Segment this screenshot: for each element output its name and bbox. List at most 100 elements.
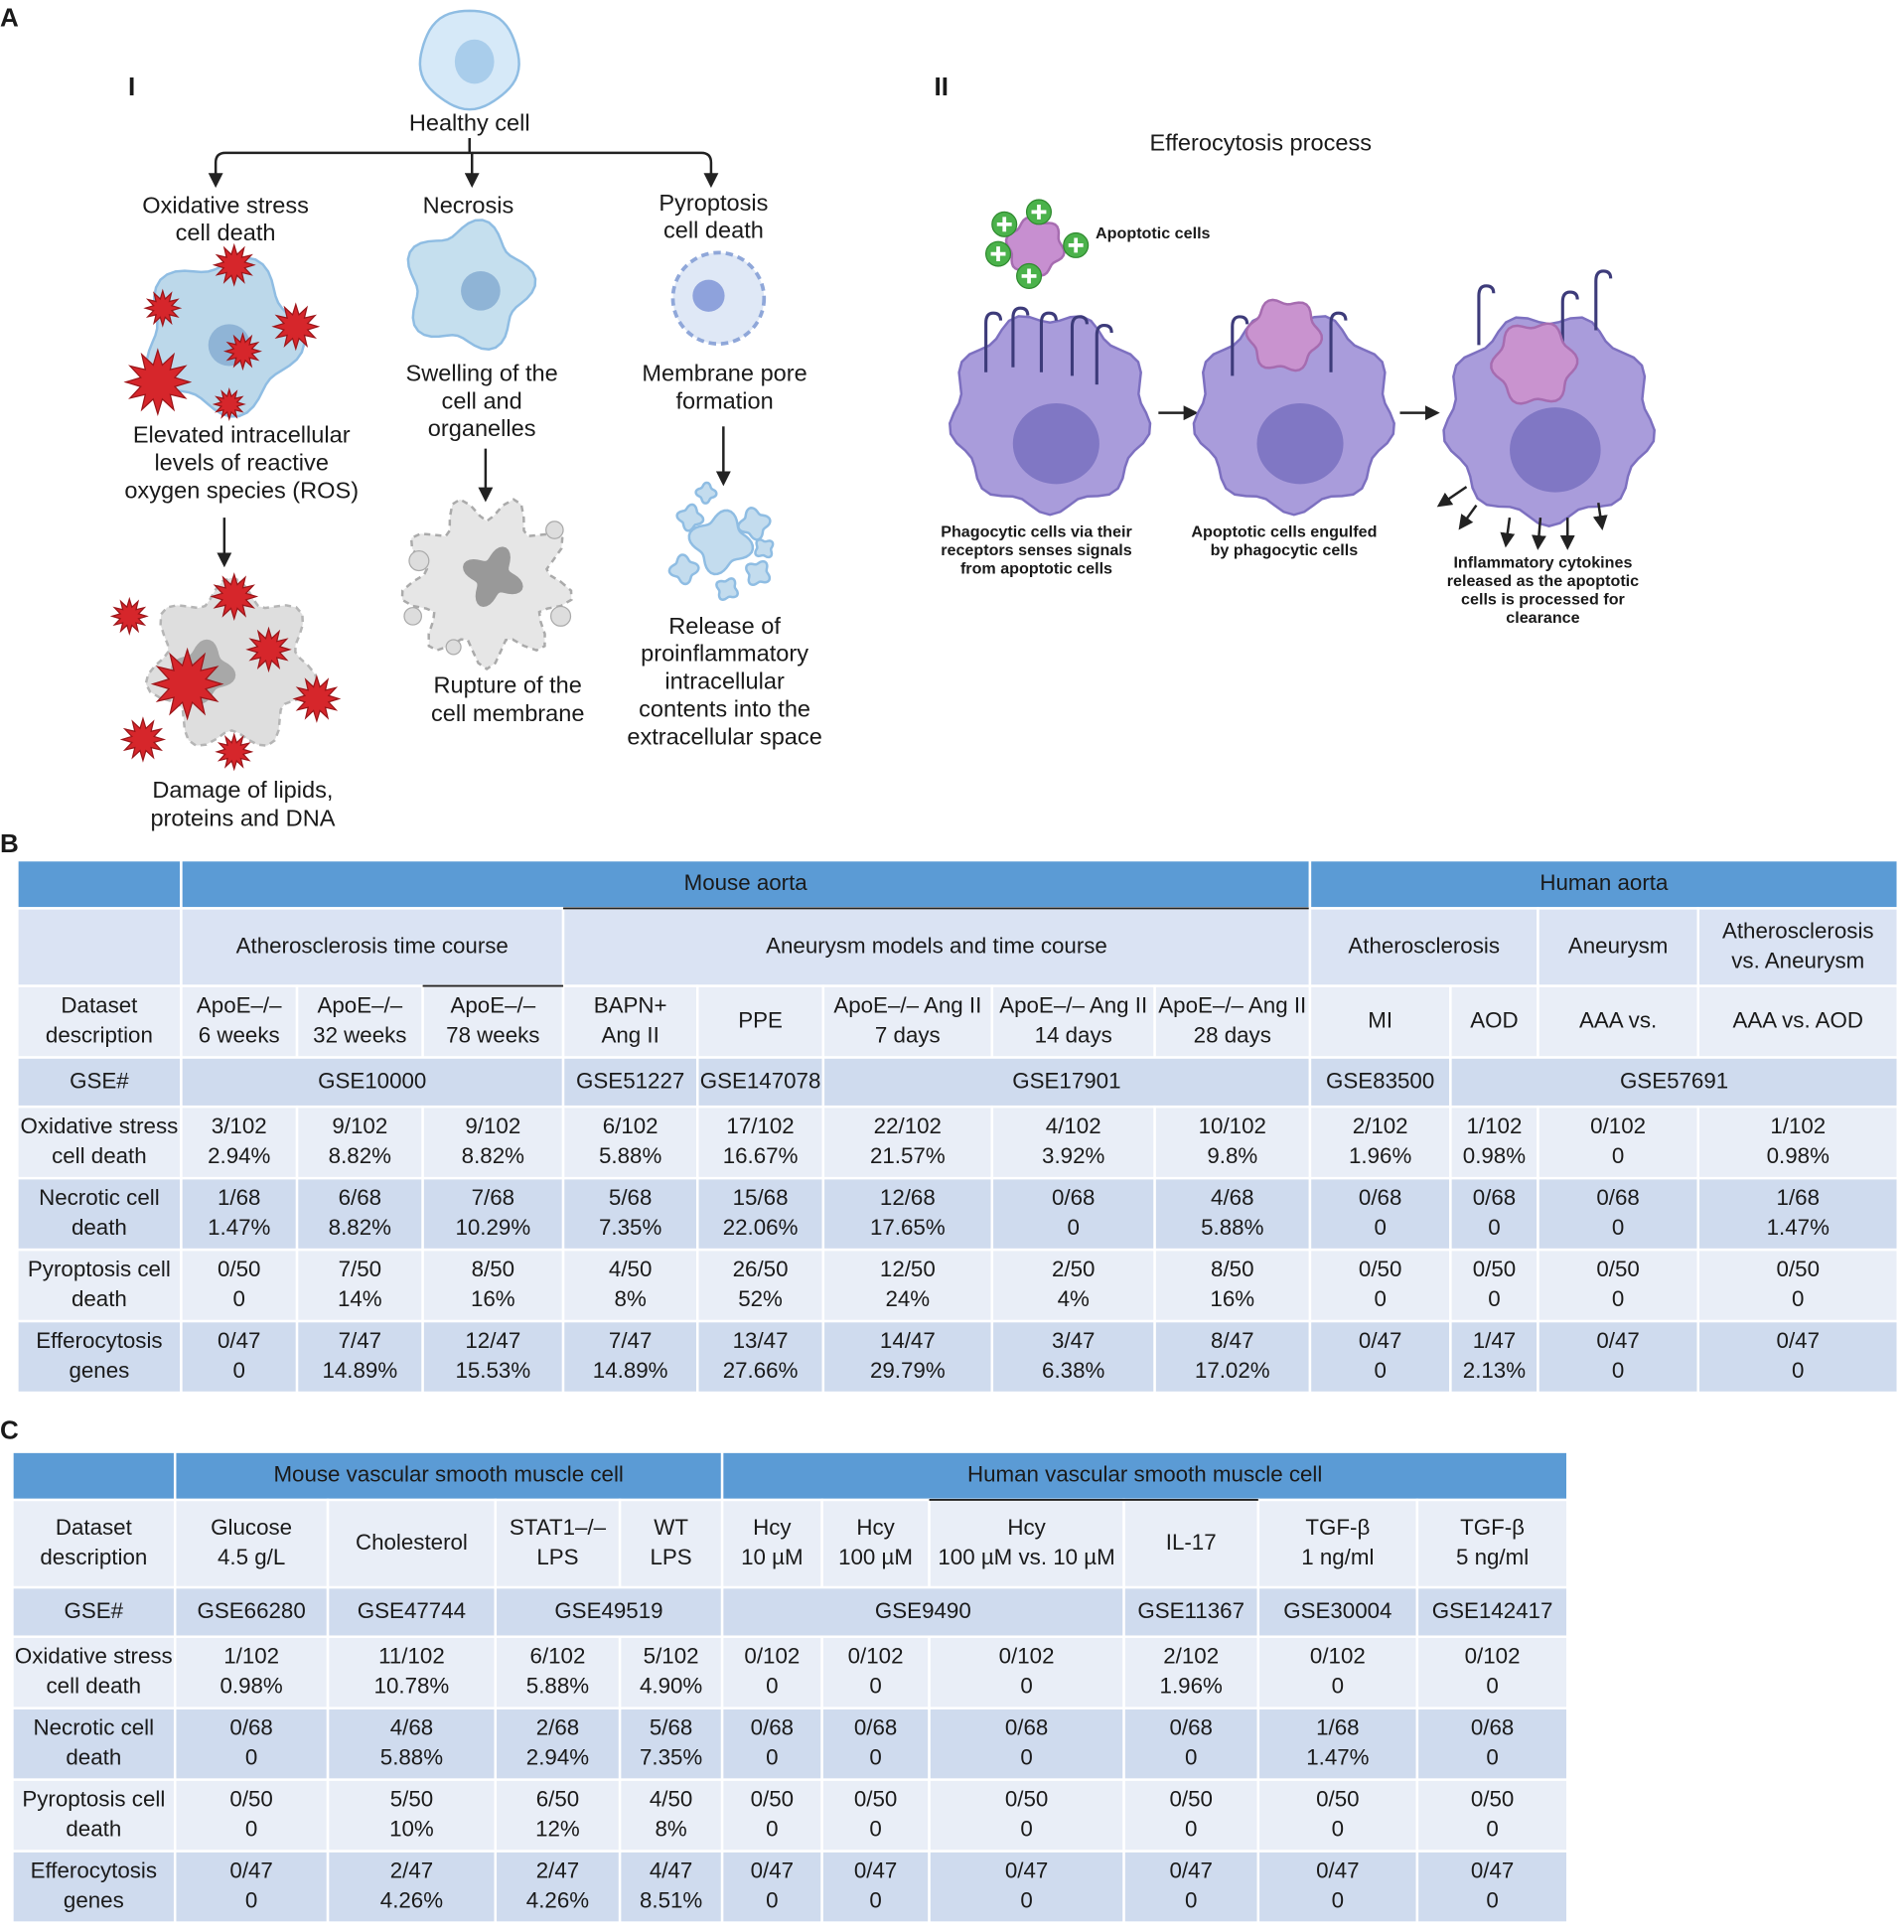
table-cell (1449, 1248, 1539, 1323)
cell-text: 0/68 (1359, 1185, 1401, 1210)
cell-text: AAA vs. AOD (1733, 1007, 1864, 1032)
table-cell (421, 1105, 565, 1180)
cell-text: 9/102 (465, 1114, 520, 1138)
cell-text: 6/102 (530, 1644, 586, 1669)
cell-text: 0 (869, 1744, 881, 1769)
cell-text: 16% (471, 1286, 515, 1311)
cell-text: 0 (869, 1673, 881, 1698)
cell-text: 0/50 (1316, 1787, 1359, 1812)
cell-text: 8/50 (472, 1257, 514, 1281)
table-cell (421, 984, 565, 1059)
table-cell (1256, 1778, 1419, 1853)
cell-text: 0 (233, 1358, 245, 1383)
table-cell (326, 1498, 498, 1589)
table-cell (821, 1105, 994, 1180)
cell-text: description (40, 1545, 147, 1569)
table-cell (16, 1248, 183, 1323)
cell-text: 0/47 (1316, 1858, 1359, 1883)
cell-text: 1/47 (1473, 1328, 1516, 1353)
cell-text: 2/102 (1353, 1114, 1408, 1138)
cell-text: 0.98% (1767, 1143, 1830, 1168)
table-cell (928, 1498, 1125, 1589)
cell-text: BAPN+ (594, 993, 667, 1018)
cell-text: 0/47 (1471, 1858, 1514, 1883)
cell-text: 32 weeks (313, 1022, 406, 1047)
fragment (667, 553, 700, 586)
cell-text: 2/47 (390, 1858, 433, 1883)
receptor (1039, 311, 1058, 372)
cell-text: ApoE–/– (317, 993, 402, 1018)
cell-text: GSE# (65, 1598, 124, 1623)
cell-text: MI (1368, 1007, 1392, 1032)
arrow (1436, 486, 1468, 508)
cell-text: 1.47% (208, 1215, 270, 1240)
table-cell (1256, 1635, 1419, 1709)
step-text: cell membrane (431, 700, 585, 726)
cell-text: 0 (1612, 1215, 1624, 1240)
step-text: intracellular (664, 669, 785, 694)
cell-text: 0 (1612, 1143, 1624, 1168)
cell-text: Hcy (1007, 1515, 1046, 1540)
cell-text: cell death (47, 1673, 142, 1698)
cell-text: 0/50 (751, 1787, 794, 1812)
cell-text: 16.67% (723, 1143, 799, 1168)
cell-text: cell death (52, 1143, 147, 1168)
table-cell (326, 1707, 498, 1781)
cell-text: ApoE–/– (197, 993, 282, 1018)
cell-text: 0 (245, 1816, 257, 1841)
step-text: formation (675, 387, 773, 413)
cell-text: 0 (1020, 1744, 1032, 1769)
table-cell (1308, 858, 1900, 910)
cell-text: 6.38% (1042, 1358, 1104, 1383)
cell-text: 0 (1488, 1286, 1500, 1311)
cell-text: 0/47 (751, 1858, 794, 1883)
table-cell (1153, 1319, 1312, 1395)
table-cell (11, 1498, 177, 1589)
signal-plus (1031, 204, 1047, 220)
table-cell (421, 1319, 565, 1395)
table-cell (295, 1248, 424, 1323)
cell-text: 12/68 (880, 1185, 936, 1210)
table-cell (1308, 1248, 1452, 1323)
cell-text: 0 (233, 1286, 245, 1311)
cell-text: 0/102 (999, 1644, 1055, 1669)
cell-text: Oxidative stress (15, 1644, 173, 1669)
fragment (715, 577, 739, 602)
cell-text: Dataset (61, 993, 138, 1018)
cell-text: death (72, 1215, 127, 1240)
table-cell (618, 1778, 724, 1853)
cell-text: 0.98% (1463, 1143, 1526, 1168)
cell-text: 8.82% (462, 1143, 524, 1168)
step-text: extracellular space (627, 723, 821, 749)
table-cell (16, 1319, 183, 1395)
cell-text: 100 µM vs. 10 µM (938, 1545, 1114, 1569)
arrow (1500, 517, 1516, 548)
cell-text: 100 µM (838, 1545, 913, 1569)
table-cell (561, 984, 699, 1059)
cell-text: 26/50 (733, 1257, 789, 1281)
cell-text: 0/68 (751, 1715, 794, 1740)
cell-text: GSE83500 (1326, 1068, 1434, 1093)
branch-title: Oxidative stress (142, 193, 309, 219)
step-caption: from apoptotic cells (960, 559, 1112, 577)
arrow (1458, 504, 1478, 530)
cell-text: 2.13% (1463, 1358, 1526, 1383)
cell-text: 1 ng/ml (1301, 1545, 1374, 1569)
cell-text: Necrotic cell (39, 1185, 160, 1210)
receptor (1477, 284, 1496, 346)
table-cell (990, 1248, 1156, 1323)
cell-text: 0/50 (1359, 1257, 1401, 1281)
cell-text: 12/50 (880, 1257, 936, 1281)
cell-text: 7 days (875, 1022, 941, 1047)
cell-text: 1/68 (1777, 1185, 1820, 1210)
cell-text: ApoE–/– Ang II (999, 993, 1147, 1018)
table-cell (990, 984, 1156, 1059)
cell-text: 0/68 (229, 1715, 272, 1740)
fragment (675, 503, 705, 532)
table-cell (180, 1319, 299, 1395)
debris (550, 605, 572, 627)
cell-text: 0 (1486, 1887, 1498, 1912)
ros-star (109, 596, 149, 636)
cell-text: 0/47 (1169, 1858, 1212, 1883)
cell-text: vs. Aneurysm (1731, 948, 1864, 972)
